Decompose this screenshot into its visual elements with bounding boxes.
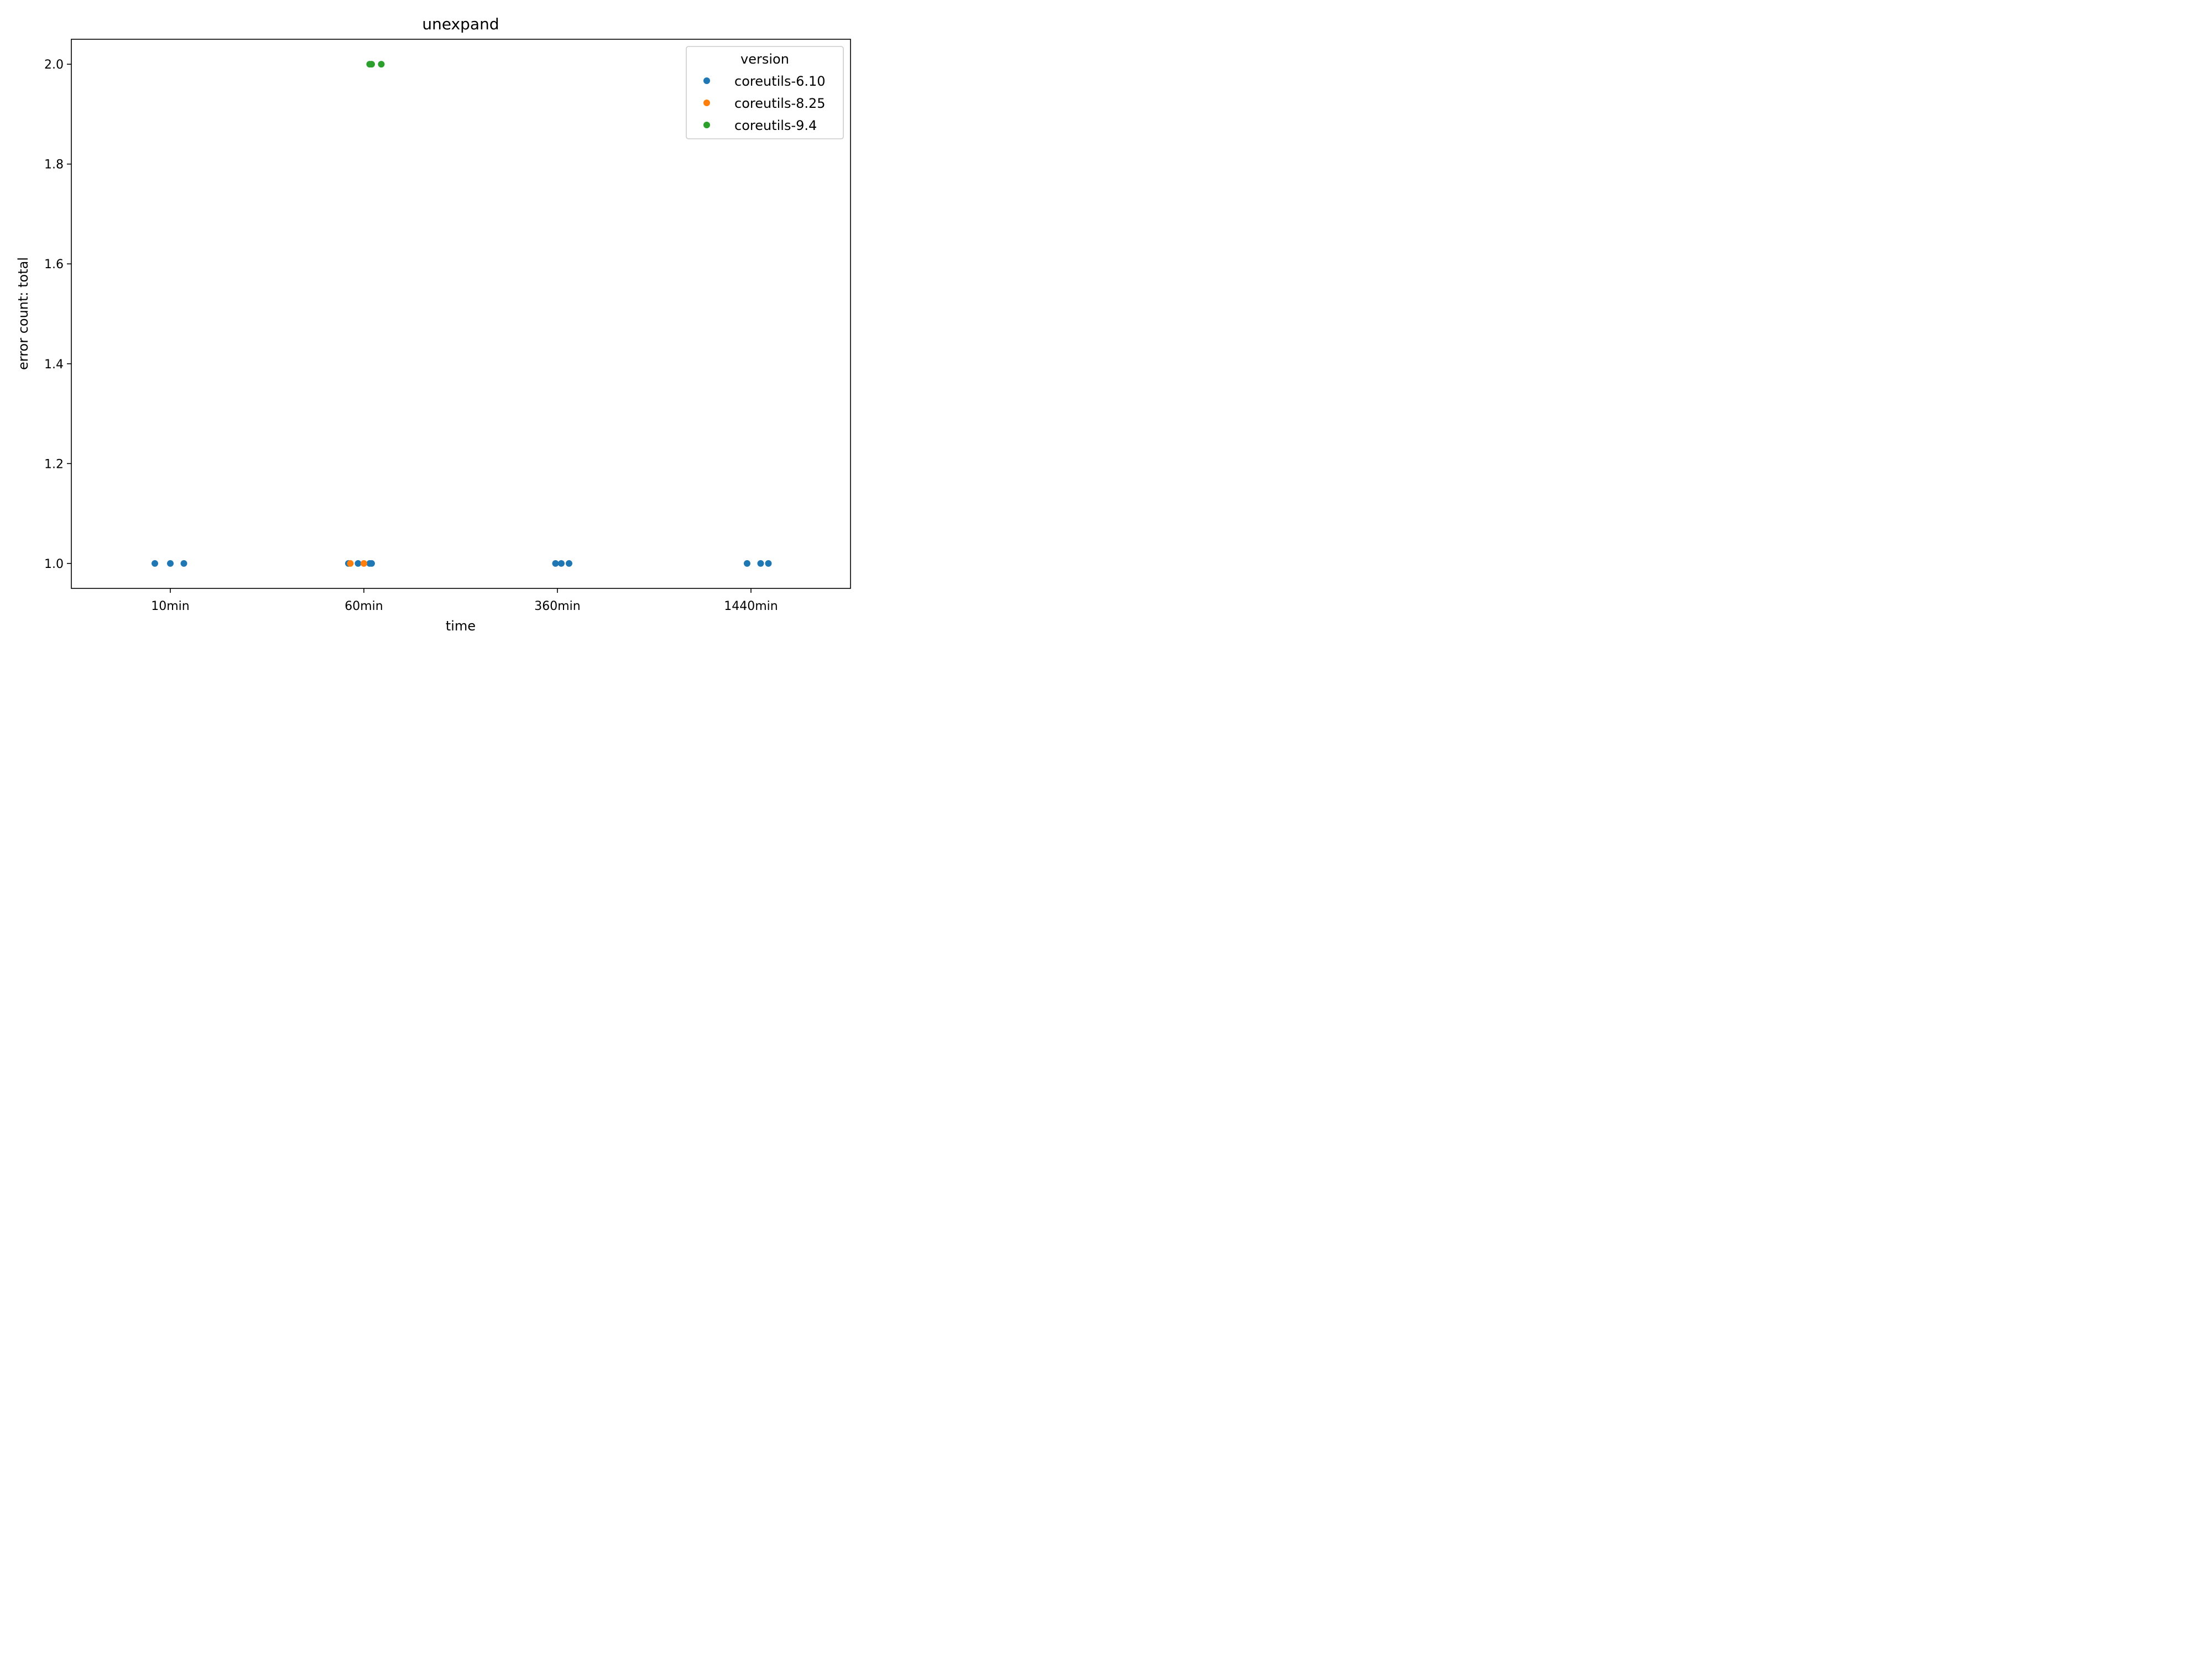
data-point xyxy=(765,560,772,567)
data-point xyxy=(744,560,750,567)
data-point xyxy=(558,560,565,567)
data-point xyxy=(180,560,187,567)
data-point xyxy=(347,560,354,567)
legend: version coreutils-6.10coreutils-8.25core… xyxy=(686,46,844,139)
data-point xyxy=(354,560,362,567)
y-tick-label: 2.0 xyxy=(44,58,64,72)
data-point xyxy=(566,560,572,567)
data-point xyxy=(368,560,375,567)
legend-title: version xyxy=(740,51,789,67)
legend-label: coreutils-9.4 xyxy=(734,118,817,133)
y-ticks: 1.0 1.2 1.4 1.6 1.8 2.0 xyxy=(44,58,71,571)
data-points xyxy=(152,61,772,567)
data-point xyxy=(552,560,559,567)
chart-title: unexpand xyxy=(422,15,499,33)
y-tick-label: 1.2 xyxy=(44,457,64,471)
y-tick-label: 1.8 xyxy=(44,158,64,172)
y-axis-label: error count: total xyxy=(15,257,31,370)
y-tick-label: 1.0 xyxy=(44,557,64,571)
data-point xyxy=(368,61,375,68)
legend-label: coreutils-6.10 xyxy=(734,74,826,89)
scatter-chart: unexpand 1.0 1.2 1.4 1.6 1.8 2.0 10min 60min 36… xyxy=(0,0,865,649)
legend-label: coreutils-8.25 xyxy=(734,96,826,111)
legend-entries: coreutils-6.10 coreutils-8.25 coreutils-9.… xyxy=(703,74,826,133)
data-point xyxy=(167,560,174,567)
x-axis-label: time xyxy=(446,618,476,634)
data-point xyxy=(152,560,158,567)
legend-marker xyxy=(703,122,710,128)
legend-box xyxy=(686,46,844,139)
data-point xyxy=(361,560,367,567)
legend-marker xyxy=(703,77,710,84)
data-point xyxy=(757,560,764,567)
x-ticks: 10min 60min 360min 1440min xyxy=(151,588,778,613)
x-tick-label: 360min xyxy=(534,599,580,613)
x-tick-label: 10min xyxy=(151,599,189,613)
x-tick-label: 1440min xyxy=(724,599,778,613)
data-point xyxy=(378,61,385,68)
y-tick-label: 1.6 xyxy=(44,258,64,272)
y-tick-label: 1.4 xyxy=(44,358,64,372)
plot-frame xyxy=(71,39,851,589)
x-tick-label: 60min xyxy=(345,599,383,613)
legend-marker xyxy=(703,100,710,106)
